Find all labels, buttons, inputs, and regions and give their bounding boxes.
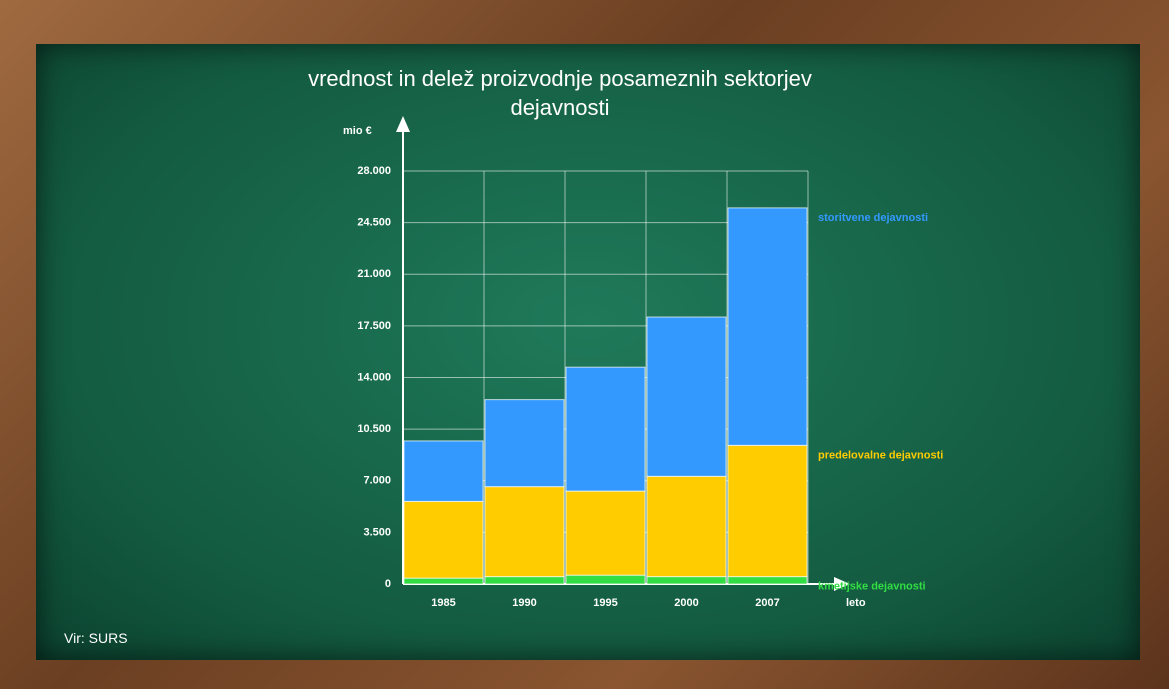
bar-segment: [565, 490, 646, 576]
bar-segment: [403, 577, 484, 585]
bar-segment: [646, 475, 727, 578]
y-tick-label: 24.500: [357, 217, 391, 229]
y-axis-label: mio €: [343, 125, 372, 137]
x-arrow: [834, 577, 850, 591]
x-tick-label: 2000: [674, 597, 698, 609]
x-tick-label: 1995: [593, 597, 617, 609]
bar-segment: [403, 440, 484, 502]
series-label: predelovalne dejavnosti: [818, 449, 943, 461]
bar-segment: [727, 207, 808, 446]
y-tick-label: 7.000: [363, 475, 391, 487]
y-tick-label: 28.000: [357, 165, 391, 177]
y-tick-label: 10.500: [357, 423, 391, 435]
chart-title: vrednost in delež proizvodnje posameznih…: [308, 66, 812, 120]
series-label: storitvene dejavnosti: [818, 212, 928, 224]
y-arrow: [396, 116, 410, 132]
bar-segment: [646, 576, 727, 585]
bar-segment: [403, 500, 484, 579]
x-tick-label: 1990: [512, 597, 536, 609]
bar-segment: [565, 574, 646, 585]
x-axis-label: leto: [846, 597, 866, 609]
y-tick-label: 17.500: [357, 320, 391, 332]
bar-segment: [484, 486, 565, 578]
x-tick-label: 2007: [755, 597, 779, 609]
series-label: kmetijske dejavnosti: [818, 581, 926, 593]
bar-segment: [484, 576, 565, 585]
x-tick-label: 1985: [431, 597, 455, 609]
y-tick-label: 14.000: [357, 371, 391, 383]
y-tick-label: 0: [385, 578, 391, 590]
source: Vir: SURS: [64, 630, 128, 646]
bar-segment: [646, 316, 727, 477]
y-tick-label: 21.000: [357, 268, 391, 280]
bar-segment: [727, 576, 808, 585]
bar-segment: [484, 399, 565, 488]
bar-segment: [727, 444, 808, 578]
bar-segment: [565, 366, 646, 492]
y-tick-label: 3.500: [363, 526, 391, 538]
